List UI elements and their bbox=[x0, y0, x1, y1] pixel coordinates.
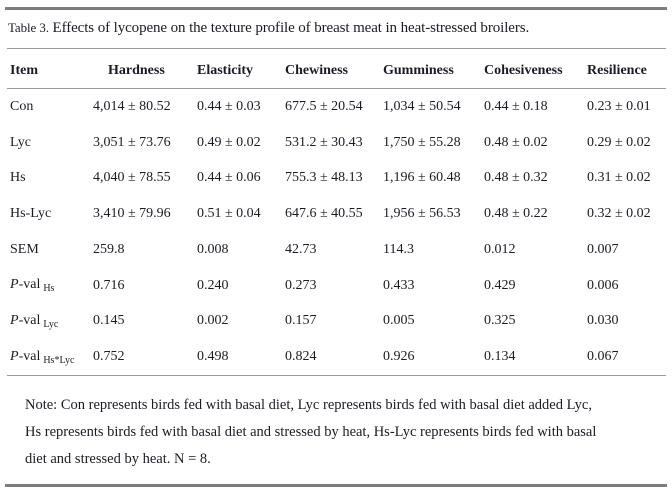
table-row-hs-lyc: Hs-Lyc 3,410 ± 79.96 0.51 ± 0.04 647.6 ±… bbox=[10, 196, 668, 232]
header-rule-divider bbox=[7, 88, 666, 89]
table-cell: 0.273 bbox=[285, 277, 317, 293]
note-line: Note: Con represents birds fed with basa… bbox=[25, 397, 592, 413]
table-cell: 0.007 bbox=[587, 241, 619, 257]
table-cell: 1,750 ± 55.28 bbox=[383, 134, 461, 150]
note-line: diet and stressed by heat. N = 8. bbox=[25, 451, 211, 467]
note-rule-divider bbox=[7, 375, 666, 376]
row-label: Lyc bbox=[10, 134, 31, 150]
table-cell: 259.8 bbox=[93, 241, 125, 257]
table-row-pval-hs: P-val Hs 0.716 0.240 0.273 0.433 0.429 0.… bbox=[10, 268, 668, 304]
table-cell: 0.157 bbox=[285, 313, 317, 329]
table-cell: 1,956 ± 56.53 bbox=[383, 206, 461, 222]
row-label: Hs-Lyc bbox=[10, 206, 52, 222]
table-cell: 0.44 ± 0.18 bbox=[484, 98, 548, 114]
table-cell: 0.030 bbox=[587, 313, 619, 329]
table-cell: 114.3 bbox=[383, 241, 414, 257]
table-cell: 0.31 ± 0.02 bbox=[587, 170, 651, 186]
table-cell: 0.067 bbox=[587, 349, 619, 365]
pval-text: -val bbox=[18, 348, 41, 364]
table-cell: 0.44 ± 0.06 bbox=[197, 170, 261, 186]
table-cell: 0.145 bbox=[93, 313, 125, 329]
table-number-label: Table 3. bbox=[8, 20, 49, 35]
table-cell: 3,051 ± 73.76 bbox=[93, 134, 171, 150]
table-cell: 677.5 ± 20.54 bbox=[285, 98, 363, 114]
table-cell: 3,410 ± 79.96 bbox=[93, 206, 171, 222]
table-cell: 647.6 ± 40.55 bbox=[285, 206, 363, 222]
table-cell: 0.008 bbox=[197, 241, 229, 257]
note-line: Hs represents birds fed with basal diet … bbox=[25, 424, 597, 440]
table-row-sem: SEM 259.8 0.008 42.73 114.3 0.012 0.007 bbox=[10, 232, 668, 268]
table-cell: 0.134 bbox=[484, 349, 516, 365]
table-cell: 0.005 bbox=[383, 313, 415, 329]
pval-text: -val bbox=[18, 312, 41, 328]
table-cell: 0.48 ± 0.02 bbox=[484, 134, 548, 150]
table-cell: 0.002 bbox=[197, 313, 229, 329]
pval-subscript: Lyc bbox=[43, 318, 59, 330]
table-row-pval-hs-lyc: P-val Hs*Lyc 0.752 0.498 0.824 0.926 0.13… bbox=[10, 339, 668, 375]
bottom-rule-divider bbox=[5, 484, 667, 487]
table-cell: 0.23 ± 0.01 bbox=[587, 98, 651, 114]
table-cell: 1,196 ± 60.48 bbox=[383, 170, 461, 186]
row-label: P-val Hs*Lyc bbox=[10, 349, 93, 366]
table-body: Con 4,014 ± 80.52 0.44 ± 0.03 677.5 ± 20… bbox=[10, 89, 668, 375]
table-header-row: Item Hardness Elasticity Chewiness Gummi… bbox=[10, 49, 668, 88]
table-cell: 0.824 bbox=[285, 349, 317, 365]
column-header-resilience: Resilience bbox=[587, 63, 647, 78]
table-cell: 0.325 bbox=[484, 313, 516, 329]
table-cell: 0.240 bbox=[197, 277, 229, 293]
row-label: SEM bbox=[10, 241, 39, 257]
column-header-item: Item bbox=[10, 63, 38, 78]
pval-subscript: Hs*Lyc bbox=[43, 354, 75, 366]
pval-italic-p: P bbox=[10, 277, 19, 293]
pval-italic-p: P bbox=[10, 348, 19, 364]
row-label: Hs bbox=[10, 170, 26, 186]
table-cell: 0.429 bbox=[484, 277, 516, 293]
table-cell: 0.48 ± 0.32 bbox=[484, 170, 548, 186]
row-label: P-val Hs bbox=[10, 277, 93, 294]
table-cell: 0.006 bbox=[587, 277, 619, 293]
column-header-chewiness: Chewiness bbox=[285, 63, 349, 78]
table-cell: 0.498 bbox=[197, 349, 229, 365]
row-label: P-val Lyc bbox=[10, 313, 93, 330]
table-cell: 0.51 ± 0.04 bbox=[197, 206, 261, 222]
table-cell: 0.29 ± 0.02 bbox=[587, 134, 651, 150]
table-cell: 0.752 bbox=[93, 349, 125, 365]
table-cell: 4,040 ± 78.55 bbox=[93, 170, 171, 186]
table-cell: 0.32 ± 0.02 bbox=[587, 206, 651, 222]
pval-subscript: Hs bbox=[43, 283, 55, 295]
table-cell: 4,014 ± 80.52 bbox=[93, 98, 171, 114]
table-row-hs: Hs 4,040 ± 78.55 0.44 ± 0.06 755.3 ± 48.… bbox=[10, 161, 668, 197]
table-title: Table 3. Effects of lycopene on the text… bbox=[8, 17, 668, 39]
row-label: Con bbox=[10, 98, 34, 114]
table-cell: 531.2 ± 30.43 bbox=[285, 134, 363, 150]
column-header-hardness: Hardness bbox=[108, 63, 165, 78]
table-row-pval-lyc: P-val Lyc 0.145 0.002 0.157 0.005 0.325 0… bbox=[10, 304, 668, 340]
table-note: Note: Con represents birds fed with basa… bbox=[25, 392, 654, 473]
pval-text: -val bbox=[18, 277, 41, 293]
table-cell: 42.73 bbox=[285, 241, 317, 257]
table-cell: 0.716 bbox=[93, 277, 125, 293]
table-cell: 0.433 bbox=[383, 277, 415, 293]
table-cell: 0.44 ± 0.03 bbox=[197, 98, 261, 114]
table-row-lyc: Lyc 3,051 ± 73.76 0.49 ± 0.02 531.2 ± 30… bbox=[10, 125, 668, 161]
title-rule-divider bbox=[7, 48, 666, 49]
table-cell: 1,034 ± 50.54 bbox=[383, 98, 461, 114]
table-cell: 0.012 bbox=[484, 241, 516, 257]
table-title-text: Effects of lycopene on the texture profi… bbox=[48, 20, 530, 36]
column-header-gumminess: Gumminess bbox=[383, 63, 454, 78]
table-cell: 0.926 bbox=[383, 349, 415, 365]
table-cell: 755.3 ± 48.13 bbox=[285, 170, 363, 186]
table-cell: 0.49 ± 0.02 bbox=[197, 134, 261, 150]
column-header-cohesiveness: Cohesiveness bbox=[484, 63, 563, 78]
pval-italic-p: P bbox=[10, 312, 19, 328]
table-cell: 0.48 ± 0.22 bbox=[484, 206, 548, 222]
column-header-elasticity: Elasticity bbox=[197, 63, 253, 78]
table-row-con: Con 4,014 ± 80.52 0.44 ± 0.03 677.5 ± 20… bbox=[10, 89, 668, 125]
top-rule-divider bbox=[5, 7, 667, 10]
